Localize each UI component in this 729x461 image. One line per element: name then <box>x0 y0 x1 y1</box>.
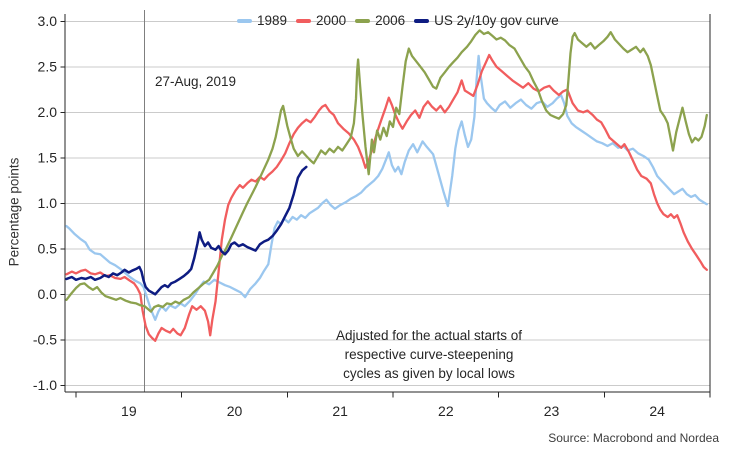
chart-legend: 1989 2000 2006 US 2y/10y gov curve <box>237 14 568 28</box>
x-tick-label: 21 <box>332 403 348 419</box>
legend-swatch-icon <box>237 19 252 23</box>
legend-swatch-icon <box>414 19 430 23</box>
legend-label: 2006 <box>375 13 406 28</box>
series-line-2000 <box>65 53 708 342</box>
footnote-line-3: cycles as given by local lows <box>343 366 515 381</box>
legend-swatch-icon <box>355 19 371 23</box>
series-line-us-2y-10y-gov-curve <box>65 165 308 296</box>
series-line-1989 <box>65 54 708 321</box>
x-tick-label: 20 <box>227 403 243 419</box>
gridlines <box>65 20 710 386</box>
axis-tick-labels: 3.0 2.5 2.0 1.5 1.0 0.5 0.0 -0.5 -1.0 19 20 21 22 23 2… <box>33 13 665 419</box>
legend-label: 2000 <box>316 13 347 28</box>
x-tick-label: 24 <box>649 403 665 419</box>
y-tick-label: 0.0 <box>38 286 58 302</box>
y-tick-label: 1.5 <box>38 150 58 166</box>
event-date-annotation: 27-Aug, 2019 <box>155 74 237 89</box>
legend-item-1989: 1989 <box>237 14 287 28</box>
x-tick-label: 22 <box>438 403 454 419</box>
legend-item-2006: 2006 <box>355 14 405 28</box>
legend-item-us-2y-10y-gov-curve: US 2y/10y gov curve <box>414 14 559 28</box>
y-tick-label: 2.5 <box>38 58 58 74</box>
axes <box>60 14 711 398</box>
x-tick-label: 23 <box>544 403 560 419</box>
y-axis-title: Percentage points <box>6 157 22 267</box>
legend-label: US 2y/10y gov curve <box>434 13 559 28</box>
y-tick-label: -0.5 <box>33 332 57 348</box>
legend-label: 1989 <box>257 13 288 28</box>
x-tick-label: 19 <box>121 403 137 419</box>
y-tick-label: 1.0 <box>38 195 58 211</box>
series-lines <box>65 29 708 342</box>
y-tick-label: 2.0 <box>38 104 58 120</box>
y-tick-label: 0.5 <box>38 241 58 257</box>
legend-swatch-icon <box>296 19 312 23</box>
footnote-annotation: Adjusted for the actual starts of respec… <box>295 326 563 383</box>
y-tick-label: 3.0 <box>38 13 58 29</box>
series-line-2006 <box>65 29 708 313</box>
y-tick-label: -1.0 <box>33 377 57 393</box>
footnote-line-2: respective curve-steepening <box>344 347 514 362</box>
source-credit: Source: Macrobond and Nordea <box>548 431 719 445</box>
footnote-line-1: Adjusted for the actual starts of <box>335 328 523 343</box>
legend-item-2000: 2000 <box>296 14 346 28</box>
